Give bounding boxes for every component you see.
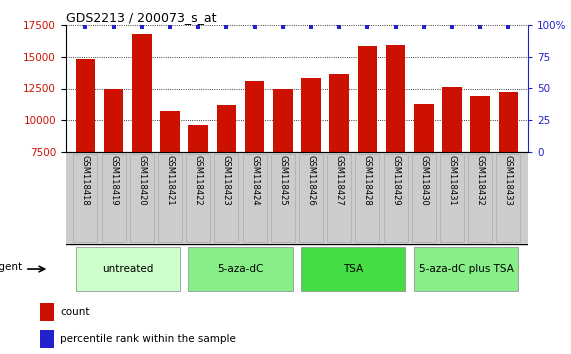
Bar: [386, 45, 405, 152]
Point: [476, 24, 485, 30]
Point: [109, 24, 118, 30]
Text: GSM118422: GSM118422: [194, 155, 203, 206]
Bar: [104, 88, 123, 152]
Bar: [160, 112, 180, 152]
Text: GSM118427: GSM118427: [335, 155, 344, 206]
Point: [448, 24, 457, 30]
Point: [250, 24, 259, 30]
FancyBboxPatch shape: [327, 154, 351, 242]
Bar: [357, 46, 377, 152]
Bar: [414, 104, 434, 152]
Bar: [75, 58, 95, 152]
Text: GDS2213 / 200073_s_at: GDS2213 / 200073_s_at: [66, 11, 216, 24]
Bar: [245, 81, 264, 152]
Point: [307, 24, 316, 30]
FancyBboxPatch shape: [215, 154, 239, 242]
Point: [222, 24, 231, 30]
FancyBboxPatch shape: [186, 154, 210, 242]
Text: agent: agent: [0, 262, 23, 272]
Point: [335, 24, 344, 30]
FancyBboxPatch shape: [355, 154, 379, 242]
Bar: [40, 303, 54, 321]
Text: GSM118420: GSM118420: [137, 155, 146, 206]
Text: count: count: [60, 307, 90, 317]
Bar: [329, 74, 349, 152]
Text: 5-aza-dC: 5-aza-dC: [218, 264, 264, 274]
Bar: [40, 330, 54, 348]
Text: GSM118424: GSM118424: [250, 155, 259, 206]
Bar: [442, 87, 462, 152]
Text: GSM118431: GSM118431: [448, 155, 457, 206]
Text: GSM118423: GSM118423: [222, 155, 231, 206]
Bar: [301, 78, 321, 152]
Text: untreated: untreated: [102, 264, 154, 274]
Text: GSM118430: GSM118430: [419, 155, 428, 206]
Text: GSM118433: GSM118433: [504, 155, 513, 206]
FancyBboxPatch shape: [102, 154, 126, 242]
FancyBboxPatch shape: [271, 154, 295, 242]
FancyBboxPatch shape: [414, 247, 518, 291]
Text: GSM118419: GSM118419: [109, 155, 118, 206]
Point: [391, 24, 400, 30]
Point: [194, 24, 203, 30]
Text: GSM118432: GSM118432: [476, 155, 485, 206]
FancyBboxPatch shape: [158, 154, 182, 242]
FancyBboxPatch shape: [299, 154, 323, 242]
Bar: [273, 89, 293, 152]
FancyBboxPatch shape: [468, 154, 492, 242]
FancyBboxPatch shape: [440, 154, 464, 242]
FancyBboxPatch shape: [496, 154, 520, 242]
Text: 5-aza-dC plus TSA: 5-aza-dC plus TSA: [419, 264, 513, 274]
Text: GSM118425: GSM118425: [278, 155, 287, 206]
Point: [363, 24, 372, 30]
Point: [504, 24, 513, 30]
Text: GSM118418: GSM118418: [81, 155, 90, 206]
FancyBboxPatch shape: [243, 154, 267, 242]
Point: [419, 24, 428, 30]
FancyBboxPatch shape: [301, 247, 405, 291]
FancyBboxPatch shape: [130, 154, 154, 242]
FancyBboxPatch shape: [412, 154, 436, 242]
Point: [137, 24, 146, 30]
Point: [166, 24, 175, 30]
FancyBboxPatch shape: [188, 247, 293, 291]
Text: GSM118428: GSM118428: [363, 155, 372, 206]
Text: percentile rank within the sample: percentile rank within the sample: [60, 334, 236, 344]
Bar: [216, 105, 236, 152]
Bar: [498, 92, 518, 152]
Point: [81, 24, 90, 30]
FancyBboxPatch shape: [75, 247, 180, 291]
Text: GSM118421: GSM118421: [166, 155, 175, 206]
Point: [278, 24, 287, 30]
FancyBboxPatch shape: [384, 154, 408, 242]
Text: TSA: TSA: [343, 264, 364, 274]
Bar: [132, 34, 152, 152]
FancyBboxPatch shape: [74, 154, 98, 242]
Text: GSM118426: GSM118426: [307, 155, 316, 206]
Bar: [471, 96, 490, 152]
Text: GSM118429: GSM118429: [391, 155, 400, 206]
Bar: [188, 125, 208, 152]
